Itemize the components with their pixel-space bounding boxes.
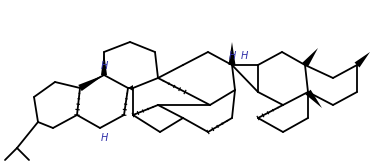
Polygon shape (101, 52, 107, 75)
Text: H: H (228, 51, 236, 61)
Text: H: H (240, 51, 248, 61)
Polygon shape (305, 90, 322, 108)
Polygon shape (78, 75, 104, 91)
Text: H: H (100, 133, 108, 143)
Polygon shape (354, 52, 370, 68)
Text: H: H (100, 61, 108, 71)
Polygon shape (302, 48, 318, 67)
Polygon shape (228, 42, 236, 65)
Polygon shape (128, 85, 133, 91)
